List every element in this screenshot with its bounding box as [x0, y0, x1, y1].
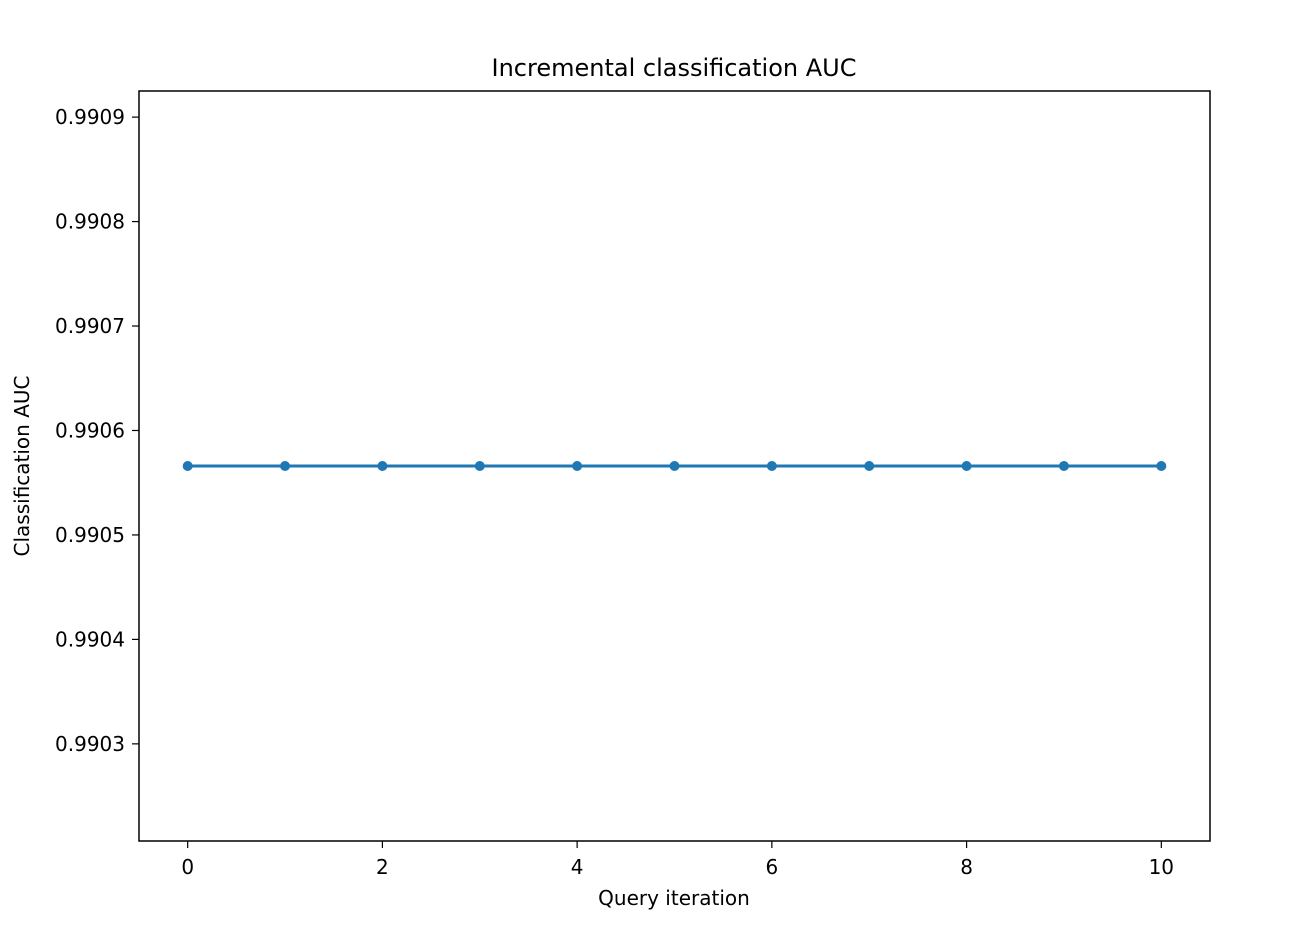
x-tick-label: 8: [960, 855, 973, 879]
data-point: [1156, 461, 1167, 471]
plot-area: [138, 90, 1211, 842]
y-tick-label: 0.9903: [55, 732, 125, 756]
y-tick-label: 0.9909: [55, 105, 125, 129]
data-point: [669, 461, 680, 471]
x-tick-label: 4: [571, 855, 584, 879]
data-point: [572, 461, 583, 471]
x-tick-label: 10: [1149, 855, 1174, 879]
data-point: [377, 461, 388, 471]
y-axis-label: Classification AUC: [10, 376, 34, 557]
x-tick-label: 2: [376, 855, 389, 879]
y-axis: 0.9903 0.9904 0.9905 0.9906 0.9907 0.9908 0.99…: [55, 105, 139, 756]
data-point: [766, 461, 777, 471]
y-tick-label: 0.9906: [55, 418, 125, 442]
x-tick-label: 6: [765, 855, 778, 879]
x-axis: 0 2 4 6 8 10: [181, 841, 1174, 879]
y-tick-label: 0.9905: [55, 523, 125, 547]
plot-frame: [138, 90, 1211, 842]
y-tick-label: 0.9904: [55, 627, 125, 651]
y-tick-label: 0.9908: [55, 210, 125, 234]
y-tick-label: 0.9907: [55, 314, 125, 338]
series-layer: [182, 461, 1167, 471]
data-point: [1058, 461, 1069, 471]
data-point: [961, 461, 972, 471]
data-point: [182, 461, 193, 471]
x-axis-label: Query iteration: [598, 886, 750, 910]
x-tick-label: 0: [181, 855, 194, 879]
data-point: [474, 461, 485, 471]
data-point: [864, 461, 875, 471]
data-point: [280, 461, 291, 471]
chart-title: Incremental classification AUC: [492, 54, 857, 82]
